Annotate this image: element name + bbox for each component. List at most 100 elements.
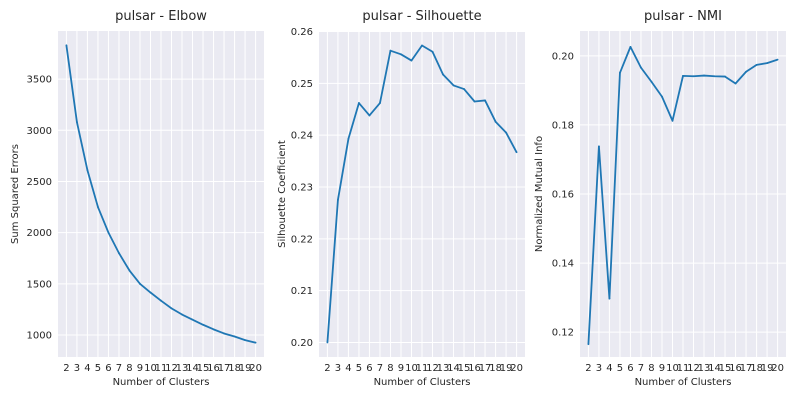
nmi-data-point bbox=[703, 74, 705, 77]
nmi-x-tick-label: 16 bbox=[729, 363, 742, 374]
silhouette-x-tick-label: 5 bbox=[356, 363, 362, 374]
elbow-x-tick-label: 3 bbox=[74, 363, 80, 374]
silhouette-data-point bbox=[337, 199, 339, 201]
elbow-x-tick-label: 19 bbox=[239, 363, 252, 374]
silhouette-title: pulsar - Silhouette bbox=[362, 9, 481, 24]
silhouette-x-axis-label: Number of Clusters bbox=[374, 377, 471, 388]
silhouette-data-point bbox=[442, 73, 444, 76]
nmi-x-tick-label: 17 bbox=[740, 363, 753, 374]
nmi-y-tick-label: 0.16 bbox=[552, 190, 574, 201]
elbow-data-point bbox=[118, 252, 120, 255]
nmi-x-tick-label: 15 bbox=[719, 363, 732, 374]
silhouette-x-tick-label: 12 bbox=[426, 363, 439, 374]
elbow-x-tick-label: 4 bbox=[84, 363, 90, 374]
nmi-x-tick-label: 11 bbox=[677, 363, 690, 374]
silhouette-y-tick-label: 0.23 bbox=[291, 183, 313, 194]
elbow-x-tick-label: 14 bbox=[186, 363, 199, 374]
elbow-y-tick-label: 1500 bbox=[27, 279, 52, 290]
silhouette-data-point bbox=[358, 102, 360, 104]
nmi-data-point bbox=[692, 75, 695, 78]
elbow-data-point bbox=[76, 121, 78, 123]
elbow-y-tick-label: 3500 bbox=[27, 75, 52, 86]
silhouette-x-tick-label: 18 bbox=[489, 363, 502, 374]
nmi-x-tick-label: 13 bbox=[698, 363, 711, 374]
nmi-x-tick-label: 14 bbox=[708, 363, 721, 374]
silhouette-y-tick-label: 0.22 bbox=[291, 234, 313, 245]
nmi-data-point bbox=[619, 71, 621, 74]
nmi-x-tick-label: 8 bbox=[648, 363, 654, 374]
elbow-x-tick-label: 20 bbox=[249, 363, 262, 374]
elbow-data-point bbox=[160, 299, 162, 302]
nmi-x-axis-label: Number of Clusters bbox=[635, 377, 732, 388]
nmi-x-tick-label: 19 bbox=[761, 363, 774, 374]
silhouette-x-tick-label: 13 bbox=[437, 363, 450, 374]
nmi-x-tick-label: 3 bbox=[596, 363, 602, 374]
silhouette-x-tick-label: 9 bbox=[398, 363, 404, 374]
nmi-data-point bbox=[661, 95, 663, 98]
elbow-data-point bbox=[202, 323, 204, 326]
elbow-data-point bbox=[233, 335, 236, 338]
nmi-x-tick-label: 10 bbox=[666, 363, 679, 374]
nmi-y-tick-label: 0.12 bbox=[552, 328, 574, 339]
elbow-x-tick-label: 12 bbox=[165, 363, 178, 374]
nmi-data-point bbox=[682, 74, 684, 77]
elbow-x-axis-label: Number of Clusters bbox=[113, 377, 210, 388]
nmi-grid bbox=[580, 31, 786, 357]
silhouette-x-tick-label: 7 bbox=[377, 363, 383, 374]
elbow-data-point bbox=[170, 307, 173, 310]
nmi-x-tick-label: 4 bbox=[606, 363, 612, 374]
elbow-data-point bbox=[191, 318, 194, 321]
silhouette-data-point bbox=[505, 131, 507, 134]
silhouette-y-axis-label: Silhouette Coefficient bbox=[277, 140, 288, 248]
silhouette-x-tick-label: 6 bbox=[366, 363, 372, 374]
silhouette-data-point bbox=[473, 100, 476, 103]
elbow-data-point bbox=[181, 313, 183, 316]
silhouette-y-tick-labels: 0.20 0.21 0.22 0.23 0.24 0.25 0.26 bbox=[291, 27, 313, 349]
silhouette-y-tick-label: 0.20 bbox=[291, 338, 313, 349]
silhouette-data-point bbox=[368, 114, 371, 117]
elbow-x-tick-label: 7 bbox=[116, 363, 122, 374]
silhouette-x-tick-label: 2 bbox=[324, 363, 330, 374]
silhouette-data-point bbox=[400, 53, 402, 56]
silhouette-x-tick-label: 3 bbox=[335, 363, 341, 374]
elbow-data-point bbox=[223, 332, 225, 335]
silhouette-y-tick-label: 0.25 bbox=[291, 79, 313, 90]
nmi-points bbox=[587, 45, 779, 346]
silhouette-y-tick-label: 0.26 bbox=[291, 27, 313, 38]
nmi-data-point bbox=[587, 343, 590, 346]
silhouette-data-point bbox=[494, 120, 497, 123]
elbow-x-tick-label: 17 bbox=[218, 363, 231, 374]
elbow-y-tick-label: 2500 bbox=[27, 177, 52, 188]
silhouette-x-tick-label: 15 bbox=[458, 363, 471, 374]
nmi-title: pulsar - NMI bbox=[644, 9, 722, 24]
nmi-data-point bbox=[745, 70, 747, 73]
elbow-x-tick-label: 13 bbox=[176, 363, 189, 374]
elbow-y-axis-label: Sum Squared Errors bbox=[10, 144, 21, 244]
nmi-data-point bbox=[671, 119, 674, 122]
silhouette-x-tick-label: 19 bbox=[500, 363, 513, 374]
nmi-data-point bbox=[766, 62, 768, 65]
nmi-x-tick-label: 20 bbox=[771, 363, 784, 374]
silhouette-data-point bbox=[484, 99, 486, 102]
nmi-data-point bbox=[776, 58, 779, 61]
nmi-x-tick-label: 6 bbox=[627, 363, 633, 374]
elbow-x-tick-label: 2 bbox=[63, 363, 69, 374]
elbow-data-point bbox=[212, 328, 215, 331]
silhouette-y-tick-label: 0.21 bbox=[291, 286, 313, 297]
nmi-y-tick-label: 0.14 bbox=[552, 259, 574, 270]
silhouette-x-tick-label: 4 bbox=[345, 363, 351, 374]
silhouette-x-tick-label: 11 bbox=[416, 363, 429, 374]
elbow-y-tick-label: 2000 bbox=[27, 228, 52, 239]
silhouette-x-tick-label: 8 bbox=[387, 363, 393, 374]
elbow-title: pulsar - Elbow bbox=[115, 9, 207, 24]
silhouette-data-point bbox=[515, 151, 518, 154]
nmi-y-tick-label: 0.18 bbox=[552, 120, 574, 131]
silhouette-x-tick-label: 14 bbox=[447, 363, 460, 374]
nmi-data-point bbox=[598, 145, 600, 148]
